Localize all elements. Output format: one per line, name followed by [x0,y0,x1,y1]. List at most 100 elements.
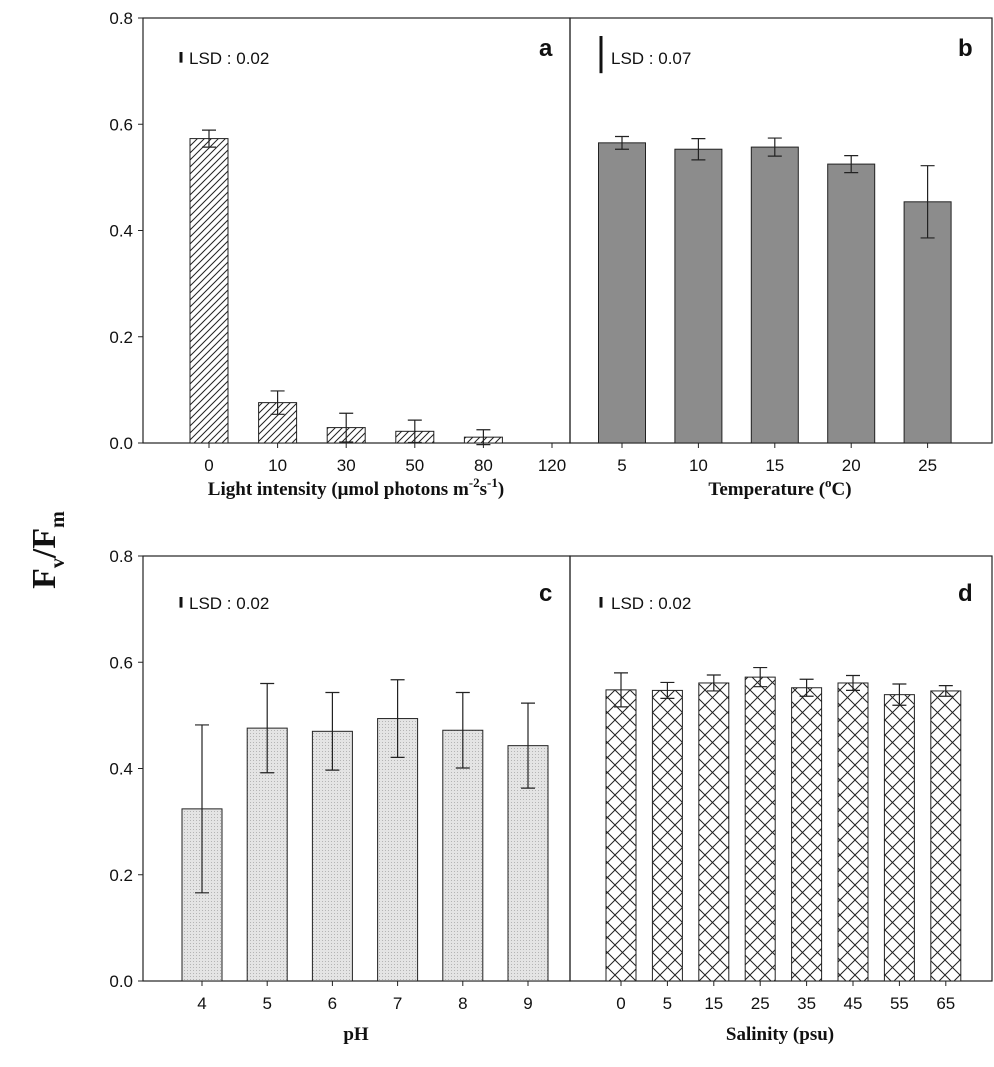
y-tick-label-c-0.2: 0.2 [109,866,133,885]
panel-a-letter: a [539,35,553,62]
panel-a-lsd-label: LSD : 0.02 [189,49,269,68]
error-bar-d-5 [660,681,675,699]
bar-b-20 [827,163,876,444]
bar-b-10 [674,148,723,444]
x-tick-label-c-9: 9 [523,994,532,1013]
x-tick-label-d-25: 25 [751,994,770,1013]
error-bar-b-15 [767,137,782,157]
panel-d-lsd: LSD : 0.02 [599,594,691,613]
bar-d-25 [744,676,776,982]
bar-d-35 [791,687,823,982]
error-bar-b-5 [615,135,629,150]
error-bar-c-9 [521,702,535,789]
panel-a-bars [189,138,503,444]
panel-d-lsd-label: LSD : 0.02 [611,594,691,613]
y-tick-label-c-0.4: 0.4 [109,760,133,779]
x-tick-label-c-5: 5 [262,994,271,1013]
panel-c-lsd: LSD : 0.02 [179,594,269,613]
panel-d-error-bars [614,666,953,708]
x-tick-label-d-0: 0 [616,994,625,1013]
error-bar-d-55 [892,683,907,706]
panel-a-error-bars [202,129,491,446]
x-tick-label-b-15: 15 [765,456,784,475]
x-tick-label-b-20: 20 [842,456,861,475]
error-bar-b-20 [844,154,859,174]
panel-d-x-axis-title: Salinity (psu) [726,1024,834,1045]
panel-a-lsd: LSD : 0.02 [179,49,269,68]
error-bar-a-30 [339,412,354,443]
error-bar-a-0 [202,129,216,148]
x-tick-label-d-15: 15 [704,994,723,1013]
panel-a-x-ticks: 0 10 30 50 80 120 [204,443,566,475]
panel-c-error-bars [195,679,535,894]
x-tick-label-a-50: 50 [405,456,424,475]
error-bar-b-10 [691,137,706,161]
panel-c-y-ticks: 0.0 0.2 0.4 0.6 0.8 [109,547,143,991]
x-tick-label-a-80: 80 [474,456,493,475]
panel-b-temperature: 5 10 15 20 25 LSD : 0.07 b Temperature (oC) [569,17,993,500]
x-tick-label-d-65: 65 [936,994,955,1013]
y-tick-label-a-0.6: 0.6 [109,115,133,134]
panel-b-x-ticks: 5 10 15 20 25 [617,443,937,475]
x-tick-label-d-35: 35 [797,994,816,1013]
panel-c-letter: c [539,580,552,607]
x-tick-label-b-5: 5 [617,456,626,475]
panel-c-x-axis-title: pH [343,1024,369,1045]
bar-b-5 [598,142,646,444]
x-tick-label-d-45: 45 [844,994,863,1013]
bar-c-6 [311,730,353,982]
x-tick-label-c-6: 6 [328,994,337,1013]
bar-a-0 [189,138,229,444]
x-tick-label-c-8: 8 [458,994,467,1013]
panel-b-lsd-label: LSD : 0.07 [611,49,691,68]
panel-b-letter: b [958,35,973,62]
x-tick-label-a-30: 30 [337,456,356,475]
error-bar-a-50 [407,419,422,444]
y-tick-label-c-0.0: 0.0 [109,972,133,991]
panel-b-lsd: LSD : 0.07 [599,36,691,74]
panel-a-light-intensity: 0 10 30 50 80 120 0.00.20.40.60.8 LSD : 0.02 … [109,9,571,500]
y-tick-label-c-0.8: 0.8 [109,547,133,566]
bar-d-65 [930,690,962,982]
x-tick-label-a-10: 10 [268,456,287,475]
x-tick-label-b-10: 10 [689,456,708,475]
bar-d-45 [837,682,869,982]
y-tick-label-a-0.8: 0.8 [109,9,133,28]
panel-d-salinity: 0 5 15 25 35 45 55 65 LSD : 0.02 d Salinity (ps… [569,555,993,1045]
y-tick-label-c-0.6: 0.6 [109,653,133,672]
panel-a-y-ticks: 0.0 0.2 0.4 0.6 0.8 [109,9,143,453]
panel-c-lsd-label: LSD : 0.02 [189,594,269,613]
x-tick-label-b-25: 25 [918,456,937,475]
error-bar-d-45 [846,674,860,692]
x-tick-label-a-120: 120 [538,456,566,475]
bar-b-25 [903,201,952,444]
bar-b-15 [750,146,799,444]
x-tick-label-c-7: 7 [393,994,402,1013]
bar-d-5 [651,689,683,982]
error-bar-c-6 [325,691,340,771]
bar-d-15 [698,682,730,982]
panel-b-error-bars [615,135,935,239]
panel-b-x-axis-title: Temperature (oC) [708,475,851,500]
error-bar-c-7 [390,679,405,758]
panel-c-x-ticks: 4 5 6 7 8 9 [197,981,533,1013]
error-bar-d-25 [753,666,768,688]
error-bar-c-5 [260,682,275,774]
panel-d-bars [605,676,962,982]
error-bar-c-4 [195,724,209,894]
bar-c-8 [442,729,484,982]
panel-a-x-axis-title: Light intensity (μmol photons m-2s-1) [208,475,504,500]
error-bar-c-8 [455,691,470,769]
panel-d-x-ticks: 0 5 15 25 35 45 55 65 [616,981,955,1013]
y-tick-label-a-0.2: 0.2 [109,328,133,347]
error-bar-d-0 [614,672,628,708]
panel-d-frame [569,555,993,982]
x-tick-label-d-5: 5 [663,994,672,1013]
error-bar-b-25 [920,165,935,239]
panel-c-ph: 4 5 6 7 8 9 0.0 0.2 0.4 0.6 0.8 LSD : 0.02 c pH [109,547,571,1045]
panel-c-bars [181,718,549,982]
bar-d-55 [883,694,915,982]
bar-d-0 [605,689,637,982]
y-axis-label: Fv/Fm [26,511,69,589]
